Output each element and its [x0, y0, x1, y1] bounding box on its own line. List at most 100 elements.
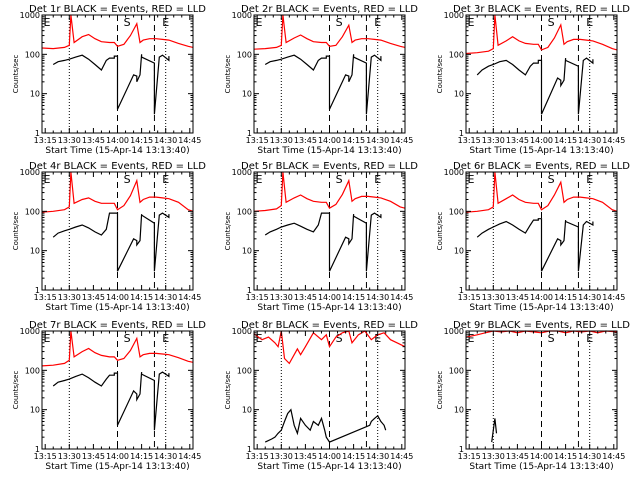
y-tick-label: 100	[449, 50, 464, 59]
x-tick-label: 13:45	[506, 293, 529, 302]
x-tick-label: 14:30	[154, 136, 177, 145]
events-series-line	[52, 371, 170, 431]
y-tick-label: 1	[247, 445, 252, 454]
x-tick-label: 13:15	[246, 136, 269, 145]
lld-series-line	[253, 330, 406, 365]
x-tick-label: 14:15	[130, 136, 153, 145]
x-tick-label: 14:00	[106, 452, 129, 461]
start-marker: S	[548, 332, 555, 345]
y-axis-label: Counts/sec	[224, 55, 232, 94]
end-marker: E	[162, 332, 169, 345]
x-tick-label: 14:30	[154, 293, 177, 302]
end-marker: E	[468, 332, 475, 345]
start-marker: S	[548, 173, 555, 186]
x-tick-label: 14:15	[342, 136, 365, 145]
x-tick-label: 14:00	[318, 293, 341, 302]
events-series-line	[491, 418, 498, 443]
x-axis-label: Start Time (15-Apr-14 13:13:40)	[257, 146, 401, 156]
y-tick-label: 10	[454, 406, 464, 415]
y-axis-label: Counts/sec	[224, 212, 232, 251]
end-marker: E	[44, 332, 51, 345]
y-axis-label: Counts/sec	[12, 55, 20, 94]
y-tick-label: 1	[35, 445, 40, 454]
y-tick-label: 1000	[20, 168, 40, 177]
start-marker: S	[336, 16, 343, 29]
x-tick-label: 13:45	[506, 452, 529, 461]
panel-title: Det 5r BLACK = Events, RED = LLD	[241, 161, 418, 172]
y-tick-label: 100	[237, 207, 252, 216]
y-axis-label: Counts/sec	[436, 212, 444, 251]
y-axis-label: Counts/sec	[436, 55, 444, 94]
y-tick-label: 1	[459, 286, 464, 295]
x-tick-label: 13:30	[58, 452, 81, 461]
panel-title: Det 2r BLACK = Events, RED = LLD	[241, 4, 418, 15]
x-tick-label: 14:00	[106, 136, 129, 145]
x-tick-label: 14:15	[554, 293, 577, 302]
x-axis-label: Start Time (15-Apr-14 13:13:40)	[469, 146, 613, 156]
events-series-line	[476, 218, 594, 272]
x-tick-label: 13:30	[482, 293, 505, 302]
x-tick-label: 13:15	[34, 136, 57, 145]
panel-title: Det 8r BLACK = Events, RED = LLD	[241, 320, 418, 331]
x-tick-label: 14:45	[602, 293, 625, 302]
y-tick-label: 1	[459, 445, 464, 454]
y-tick-label: 100	[25, 50, 40, 59]
x-axis-label: Start Time (15-Apr-14 13:13:40)	[469, 462, 613, 472]
x-tick-label: 13:30	[482, 136, 505, 145]
start-marker: S	[124, 16, 131, 29]
panel-title: Det 1r BLACK = Events, RED = LLD	[29, 4, 206, 15]
x-tick-label: 14:45	[390, 293, 413, 302]
y-tick-label: 100	[449, 207, 464, 216]
y-tick-label: 1000	[232, 168, 252, 177]
end-marker: E	[374, 332, 381, 345]
events-series-line	[52, 54, 170, 115]
end-marker: E	[586, 173, 593, 186]
x-tick-label: 14:30	[154, 452, 177, 461]
x-axis-label: Start Time (15-Apr-14 13:13:40)	[45, 462, 189, 472]
end-marker: E	[468, 16, 475, 29]
x-tick-label: 14:15	[554, 136, 577, 145]
x-tick-label: 14:45	[178, 136, 201, 145]
x-axis-label: Start Time (15-Apr-14 13:13:40)	[45, 303, 189, 313]
y-tick-label: 10	[454, 90, 464, 99]
y-tick-label: 10	[242, 90, 252, 99]
x-tick-label: 14:45	[390, 452, 413, 461]
y-tick-label: 1000	[444, 168, 464, 177]
y-tick-label: 10	[30, 247, 40, 256]
end-marker: E	[44, 173, 51, 186]
y-tick-label: 1000	[20, 327, 40, 336]
start-marker: S	[336, 173, 343, 186]
x-axis-label: Start Time (15-Apr-14 13:13:40)	[469, 303, 613, 313]
end-marker: E	[586, 16, 593, 29]
y-tick-label: 1000	[232, 11, 252, 20]
start-marker: S	[548, 16, 555, 29]
x-tick-label: 13:15	[458, 136, 481, 145]
x-tick-label: 13:30	[482, 452, 505, 461]
y-tick-label: 100	[237, 366, 252, 375]
x-tick-label: 14:45	[178, 293, 201, 302]
x-tick-label: 13:30	[58, 293, 81, 302]
start-marker: S	[336, 332, 343, 345]
x-tick-label: 14:45	[602, 136, 625, 145]
x-tick-label: 14:30	[578, 293, 601, 302]
x-tick-label: 14:15	[342, 452, 365, 461]
y-tick-label: 1	[35, 129, 40, 138]
x-tick-label: 14:00	[530, 293, 553, 302]
x-tick-label: 14:00	[318, 136, 341, 145]
events-series-line	[264, 212, 382, 272]
x-tick-label: 14:15	[130, 452, 153, 461]
events-series-line	[476, 57, 594, 115]
end-marker: E	[374, 173, 381, 186]
x-tick-label: 13:30	[270, 293, 293, 302]
x-tick-label: 14:45	[602, 452, 625, 461]
y-tick-label: 1000	[444, 11, 464, 20]
x-tick-label: 14:00	[106, 293, 129, 302]
end-marker: E	[256, 16, 263, 29]
